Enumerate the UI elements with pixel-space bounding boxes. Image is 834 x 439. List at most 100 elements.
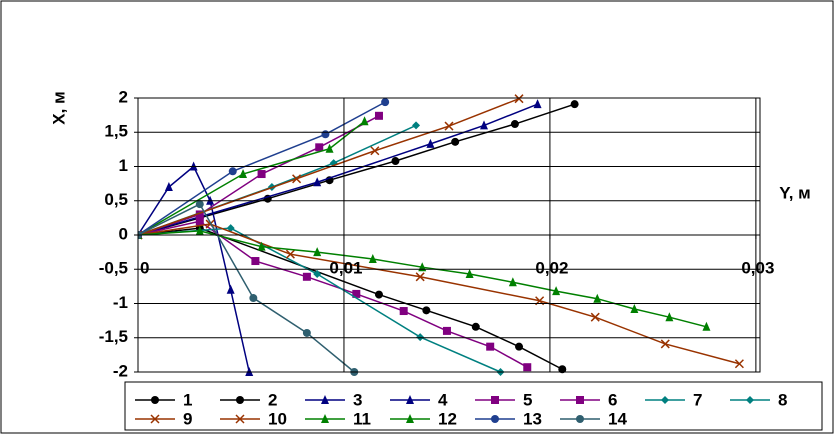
point	[226, 224, 235, 233]
point	[508, 277, 517, 287]
point	[593, 293, 602, 303]
plot-layer	[138, 94, 744, 376]
y-tick-label: 0	[119, 224, 128, 243]
point	[391, 157, 400, 166]
point	[195, 217, 204, 226]
y-tick-label: -0,5	[99, 259, 128, 278]
point	[480, 120, 489, 130]
legend-label: 10	[268, 409, 287, 428]
point	[226, 284, 235, 294]
x-tick-label: 0,03	[741, 258, 774, 277]
point	[510, 120, 519, 129]
point	[360, 116, 369, 126]
point	[486, 342, 495, 351]
legend-marker	[235, 414, 245, 424]
legend-label: 9	[183, 409, 192, 428]
y-tick-label: 1,5	[104, 122, 128, 141]
point	[523, 363, 532, 372]
point	[442, 326, 451, 335]
point	[302, 328, 311, 337]
legend-label: 14	[608, 409, 627, 428]
legend-marker	[321, 414, 329, 423]
point	[164, 182, 173, 192]
point	[374, 290, 383, 299]
point	[590, 312, 600, 322]
point	[257, 170, 266, 179]
legend-marker	[406, 414, 414, 423]
y-axis-title: X, м	[49, 91, 68, 124]
legend-box	[124, 381, 823, 431]
legend-marker	[236, 396, 244, 404]
point	[533, 99, 542, 109]
point	[257, 241, 266, 251]
y-tick-label: 0,5	[104, 190, 128, 209]
legend-marker	[321, 395, 329, 404]
y-tick-label: 2	[119, 87, 128, 106]
legend-label: 5	[523, 390, 532, 409]
legend-marker	[576, 396, 584, 404]
point	[374, 111, 383, 120]
point	[368, 253, 377, 263]
legend-marker	[491, 396, 499, 404]
point	[195, 200, 204, 209]
point	[702, 321, 711, 331]
point	[515, 342, 524, 351]
point	[313, 270, 322, 279]
point	[660, 339, 670, 349]
legend-label: 6	[608, 390, 617, 409]
x-tick-label: 0,01	[329, 258, 362, 277]
x-axis-title: Y, м	[779, 183, 810, 202]
legend-marker	[406, 395, 414, 404]
point	[313, 177, 322, 187]
y-tick-label: -1	[113, 293, 128, 312]
point	[514, 94, 524, 104]
point	[630, 303, 639, 313]
point	[292, 174, 302, 184]
point	[313, 247, 322, 257]
point	[552, 286, 561, 296]
legend-marker	[661, 396, 669, 404]
point	[422, 306, 431, 315]
legend-label: 13	[523, 409, 542, 428]
y-tick-label: 1	[119, 156, 128, 175]
point	[228, 167, 237, 176]
legend-marker	[746, 396, 754, 404]
legend-marker	[576, 415, 584, 423]
point	[251, 257, 260, 266]
point	[471, 322, 480, 331]
series-line	[138, 120, 366, 236]
point	[195, 225, 204, 235]
point	[325, 143, 334, 153]
point	[665, 312, 674, 322]
legend-label: 7	[693, 390, 702, 409]
point	[249, 294, 258, 303]
point	[352, 289, 361, 298]
point	[315, 143, 324, 152]
legend-label: 4	[438, 390, 448, 409]
legend-label: 8	[778, 390, 787, 409]
point	[426, 138, 435, 148]
legend-marker	[151, 396, 159, 404]
point	[370, 146, 380, 156]
point	[302, 272, 311, 281]
point	[570, 100, 579, 109]
legend-label: 3	[353, 390, 362, 409]
legend-label: 12	[438, 409, 457, 428]
point	[239, 169, 248, 179]
point	[412, 121, 421, 130]
legend-marker	[150, 414, 160, 424]
series-line	[138, 223, 740, 365]
point	[558, 365, 567, 374]
point	[195, 210, 204, 219]
y-tick-label: -1,5	[99, 327, 128, 346]
y-tick-label: -2	[113, 361, 128, 380]
x-tick-label: 0	[140, 258, 149, 277]
x-tick-label: 0,02	[535, 258, 568, 277]
point	[321, 130, 330, 139]
point	[444, 121, 454, 131]
point	[416, 333, 425, 342]
point	[399, 307, 408, 316]
legend-label: 11	[353, 409, 371, 428]
